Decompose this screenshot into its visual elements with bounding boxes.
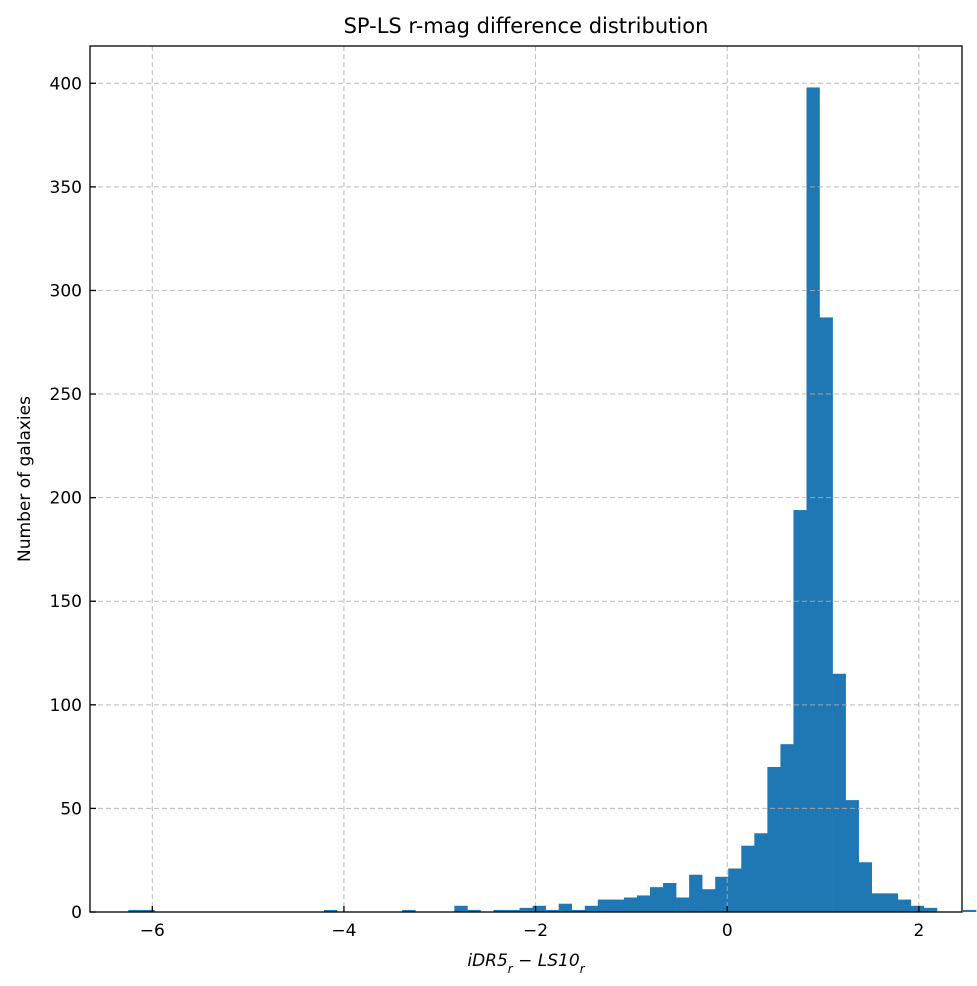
histogram-bar (610, 899, 625, 912)
plot-frame (89, 45, 963, 913)
x-tick-label: −4 (331, 921, 356, 941)
axis-ticks: −6 −4 −2 0 2 0 50 100 150 200 250 300 350 400 (50, 74, 925, 941)
x-axis-label-part1: iDR5 (467, 951, 507, 971)
grid-lines (90, 46, 962, 913)
y-axis-label: Number of galaxies (15, 396, 35, 562)
histogram-bar (858, 862, 872, 912)
histogram-bar (128, 909, 142, 912)
histogram-bar (402, 909, 416, 912)
x-tick-label: 2 (913, 921, 924, 941)
histogram-bars (128, 87, 977, 912)
histogram-bar (467, 909, 481, 912)
histogram-bar (715, 876, 729, 912)
histogram-bar (780, 744, 794, 912)
y-tick-label: 50 (60, 799, 82, 819)
histogram-bar (963, 909, 977, 912)
histogram-bar (845, 800, 859, 912)
histogram-bar (493, 909, 507, 912)
histogram-bar (636, 895, 651, 912)
histogram-bar (793, 510, 807, 912)
y-tick-label: 300 (50, 281, 82, 301)
x-axis-label-part2: LS10 (538, 951, 580, 971)
y-tick-label: 150 (50, 592, 82, 612)
histogram-bar (923, 907, 938, 912)
histogram-bar (506, 909, 520, 912)
x-axis-label: iDR5r − LS10r (467, 951, 585, 976)
histogram-bar (141, 909, 155, 912)
histogram-bar (558, 903, 573, 912)
histogram-bar (323, 909, 338, 912)
histogram-bar (676, 897, 690, 912)
histogram-bar (767, 766, 781, 912)
histogram-bar (910, 905, 925, 912)
y-tick-label: 350 (50, 178, 82, 198)
histogram-bar (663, 883, 677, 912)
histogram-bar (832, 673, 846, 912)
x-tick-label: 0 (722, 921, 733, 941)
x-axis-label-minus: − (513, 951, 538, 971)
histogram-bar (623, 897, 638, 912)
histogram-bar (571, 909, 586, 912)
x-tick-label: −2 (523, 921, 548, 941)
histogram-bar (819, 317, 833, 912)
histogram-bar (532, 905, 546, 912)
histogram-bar (650, 887, 664, 912)
histogram-bar (545, 909, 559, 912)
histogram-bar (741, 845, 755, 912)
histogram-bar (884, 893, 899, 912)
chart-title: SP-LS r-mag difference distribution (344, 14, 709, 38)
histogram-bar (454, 905, 468, 912)
histogram-bar (689, 874, 703, 912)
y-tick-label: 200 (50, 489, 82, 509)
y-tick-label: 0 (71, 903, 82, 923)
x-axis-label-sub2: r (580, 962, 586, 976)
histogram-bar (754, 833, 768, 912)
histogram-bar (597, 899, 612, 912)
y-tick-label: 100 (50, 696, 82, 716)
y-tick-label: 400 (50, 74, 82, 94)
y-tick-label: 250 (50, 385, 82, 405)
histogram-bar (728, 868, 742, 912)
x-tick-label: −6 (140, 921, 165, 941)
histogram-bar (519, 907, 533, 912)
histogram-bar (702, 889, 716, 912)
histogram-bar (897, 899, 912, 912)
x-axis-label-sub1: r (508, 962, 514, 976)
histogram-bar (806, 87, 820, 912)
histogram-bar (584, 905, 599, 912)
histogram-bar (871, 893, 886, 912)
